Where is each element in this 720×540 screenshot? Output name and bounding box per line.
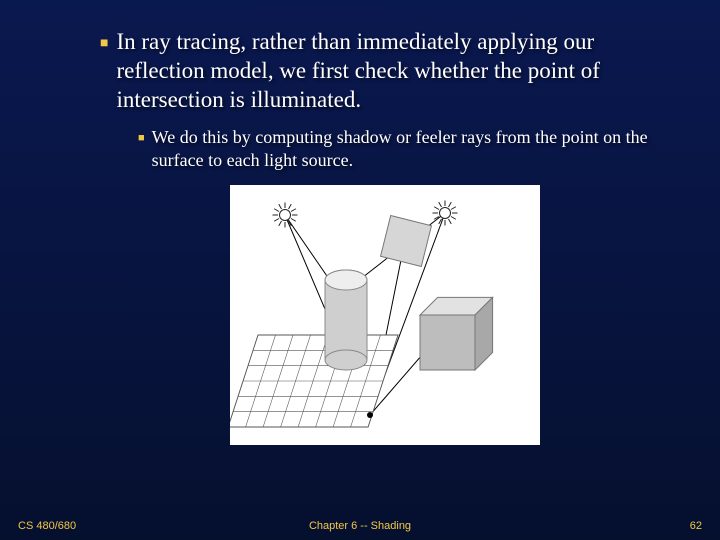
footer-page: 62 bbox=[474, 520, 702, 532]
slide-footer: CS 480/680 Chapter 6 -- Shading 62 bbox=[0, 520, 720, 532]
raytracing-figure bbox=[230, 185, 540, 445]
footer-course: CS 480/680 bbox=[18, 520, 246, 532]
sub-bullet-text: We do this by computing shadow or feeler… bbox=[152, 126, 670, 171]
bullet-marker-icon: ■ bbox=[138, 132, 145, 171]
main-bullet-text: In ray tracing, rather than immediately … bbox=[116, 28, 670, 114]
bullet-marker-icon: ■ bbox=[100, 36, 108, 114]
footer-chapter: Chapter 6 -- Shading bbox=[246, 520, 474, 532]
sub-bullet: ■ We do this by computing shadow or feel… bbox=[138, 126, 670, 171]
main-bullet: ■ In ray tracing, rather than immediatel… bbox=[100, 28, 670, 114]
